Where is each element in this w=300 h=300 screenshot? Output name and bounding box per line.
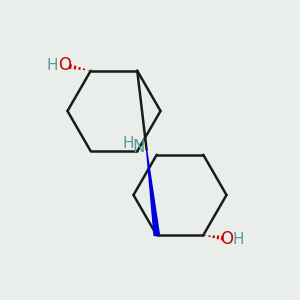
Text: H: H (46, 58, 58, 73)
Text: H: H (232, 232, 244, 247)
Text: O: O (58, 56, 71, 74)
Polygon shape (147, 150, 159, 236)
Text: O: O (220, 230, 233, 248)
Text: N: N (132, 138, 145, 156)
Text: H: H (123, 136, 134, 151)
